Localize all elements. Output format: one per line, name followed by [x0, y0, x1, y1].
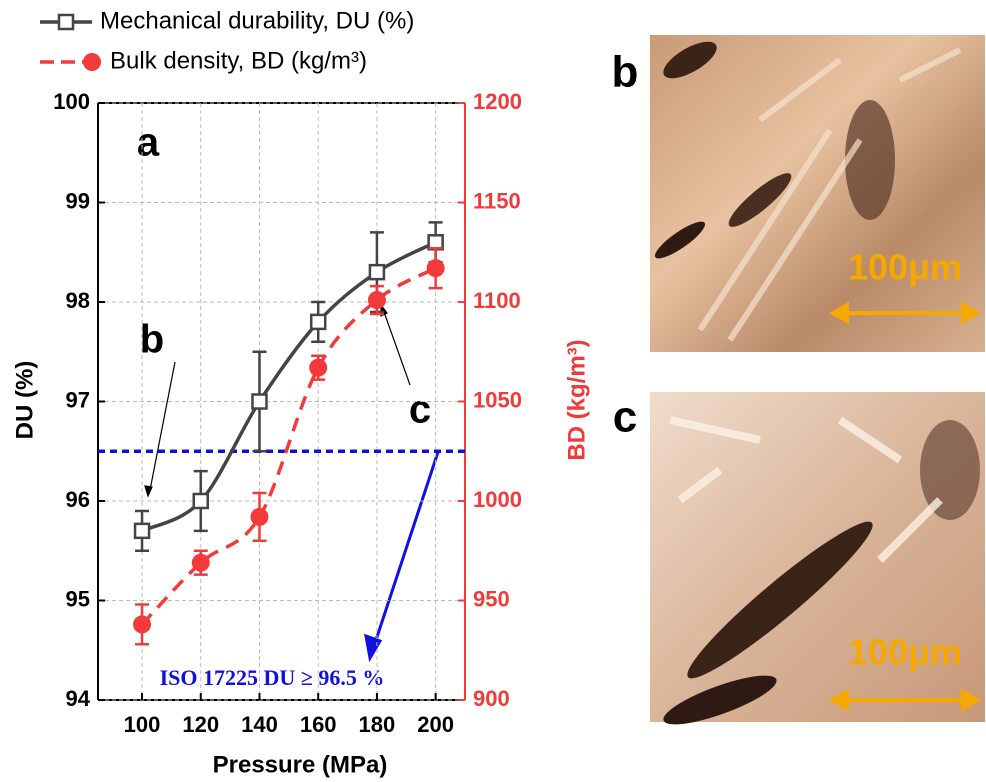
- scale-bar: [828, 301, 982, 712]
- series-line: [140, 266, 437, 626]
- series-line: [141, 240, 437, 533]
- legend-marker: [57, 13, 75, 31]
- scale-label: 100μm: [848, 247, 962, 288]
- x-tick-label: 160: [300, 712, 337, 737]
- x-axis-label: Pressure (MPa): [213, 751, 388, 778]
- marker: [251, 393, 268, 410]
- y2-tick-label: 1000: [473, 487, 522, 512]
- x-tick-label: 100: [124, 712, 161, 737]
- y2-axis-label: BD (kg/m³): [563, 339, 590, 460]
- annotation: b: [140, 318, 164, 362]
- marker: [426, 259, 445, 278]
- marker: [192, 492, 210, 510]
- marker: [250, 507, 269, 526]
- marker: [309, 313, 327, 331]
- marker: [133, 522, 151, 540]
- legend-label: Mechanical durability, DU (%): [100, 7, 414, 34]
- annotation: a: [137, 121, 160, 165]
- annotation-arrow: [144, 303, 411, 498]
- y-tick-label: 94: [66, 686, 91, 711]
- panel-label: b: [612, 48, 639, 97]
- x-tick-label: 200: [417, 712, 454, 737]
- y2-tick-label: 1150: [473, 188, 521, 213]
- y-axis-label: DU (%): [11, 361, 38, 440]
- annotation: c: [409, 388, 431, 432]
- reference-label: ISO 17225 DU ≥ 96.5 %: [160, 665, 385, 690]
- y2-tick-label: 900: [473, 686, 510, 711]
- marker: [191, 553, 210, 572]
- y2-tick-label: 1200: [473, 89, 522, 114]
- legend-label: Bulk density, BD (kg/m³): [110, 47, 367, 74]
- y-tick-label: 100: [53, 89, 90, 114]
- y-tick-label: 95: [66, 586, 90, 611]
- legend-marker: [83, 53, 101, 71]
- micrograph-c: [650, 392, 985, 725]
- x-tick-label: 120: [182, 712, 219, 737]
- marker: [367, 291, 386, 310]
- marker: [368, 263, 386, 281]
- marker: [133, 615, 152, 634]
- y2-tick-label: 1050: [473, 387, 522, 412]
- scale-label: 100μm: [848, 632, 962, 673]
- y2-tick-label: 950: [473, 586, 510, 611]
- marker: [309, 358, 328, 377]
- y-tick-label: 98: [66, 288, 90, 313]
- x-tick-label: 140: [241, 712, 278, 737]
- y2-tick-label: 1100: [473, 288, 521, 313]
- panel-label: c: [613, 393, 637, 442]
- y-tick-label: 97: [66, 387, 90, 412]
- reference-arrow: [364, 451, 440, 663]
- y-tick-label: 99: [66, 188, 90, 213]
- micrograph-b: [650, 35, 985, 352]
- y-tick-label: 96: [66, 487, 90, 512]
- x-tick-label: 180: [359, 712, 396, 737]
